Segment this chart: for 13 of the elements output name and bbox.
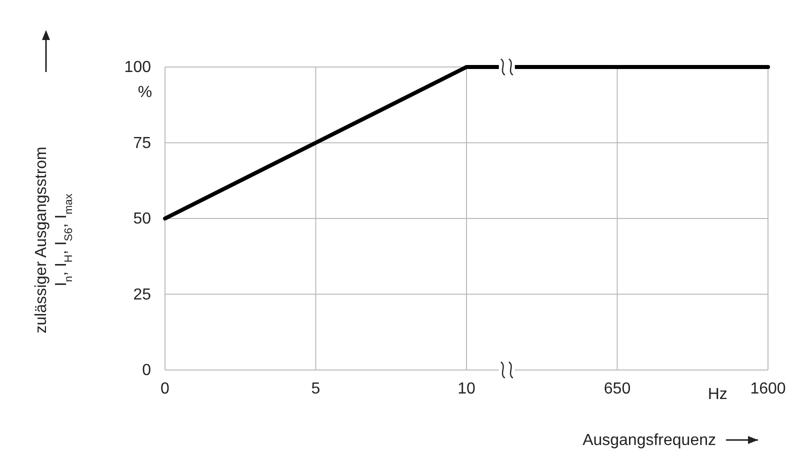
y-tick-label: 50 [133,210,152,228]
x-tick-label: 650 [604,380,631,398]
y-tick-label: 0 [142,362,152,380]
y-tick-label: 100 [124,59,152,76]
x-tick-label: 1600 [750,380,786,398]
x-axis-title: Ausgangsfrequenz [582,432,716,449]
x-tick-label: 0 [160,380,170,398]
x-tick-label: 5 [311,380,320,398]
y-tick-label: 75 [133,134,152,152]
text: % [138,84,152,101]
x-tick-label: 10 [458,380,476,398]
text: Hz [708,386,728,403]
y-tick-label: 25 [133,286,152,304]
